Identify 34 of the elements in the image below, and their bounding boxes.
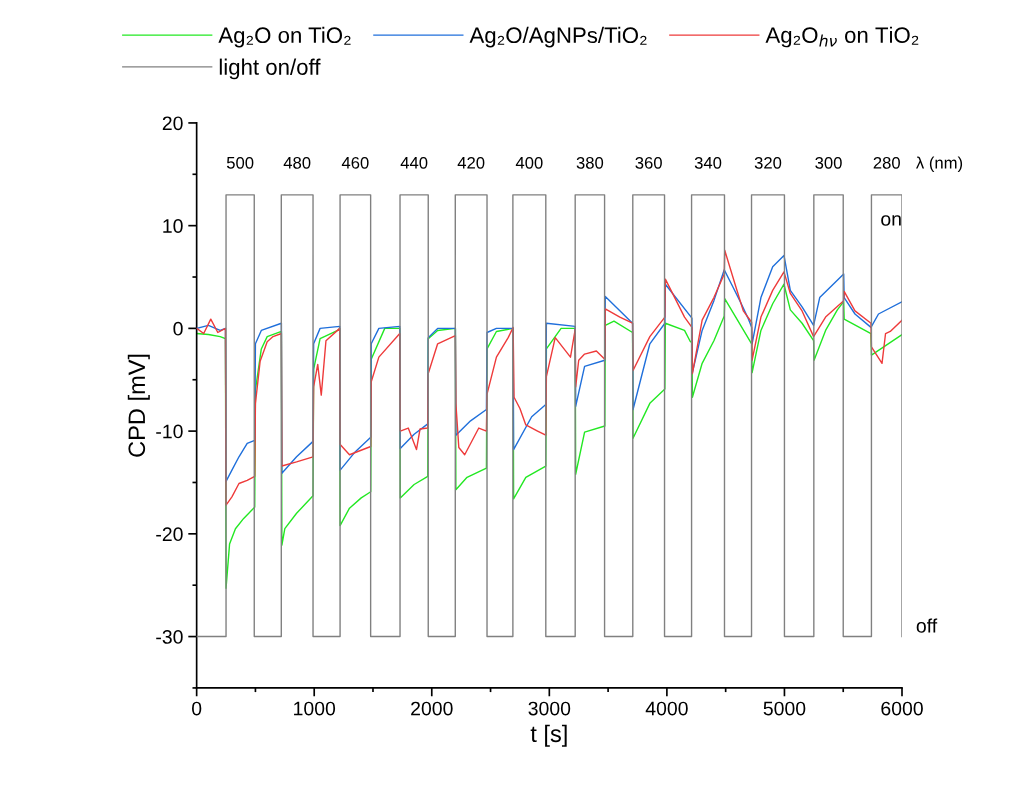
y-tick-label: -30 [156, 630, 183, 644]
x-tick-label: 6000 [881, 701, 923, 716]
x-tick-label: 2000 [411, 701, 453, 716]
annotation: 320 [754, 156, 782, 169]
annotation: 340 [694, 156, 722, 169]
text: off [916, 618, 938, 633]
y-tick-label: -10 [156, 424, 183, 439]
x-tick-label: 5000 [763, 701, 806, 716]
annotation: 500 [226, 156, 254, 169]
annotation: 360 [635, 156, 662, 169]
x-tick-label: 1000 [294, 701, 336, 716]
annotation: 460 [341, 156, 369, 169]
legend-label: Ag₂O$_{hν}$ on TiO₂ [765, 26, 919, 48]
x-tick-label: 0 [192, 701, 202, 716]
legend-label: Ag₂O/AgNPs/TiO₂ [469, 26, 647, 48]
annotation: 380 [576, 156, 604, 169]
annotation: 420 [457, 156, 485, 169]
y-tick-label: -20 [156, 527, 183, 542]
annotation: 280 [873, 156, 900, 169]
legend-label: Ag₂O on TiO₂ [218, 26, 351, 48]
annotation: on [881, 215, 901, 226]
y-tick-label: 10 [163, 219, 183, 233]
annotation: 440 [400, 156, 428, 169]
x-axis-title: t [s] [530, 724, 567, 747]
text: λ (nm) [916, 156, 963, 173]
legend-label: light on/off [219, 58, 321, 80]
annotation: 480 [283, 156, 311, 169]
annotation: 400 [515, 156, 543, 169]
x-tick-label: 3000 [528, 701, 571, 716]
y-tick-label: 20 [162, 116, 183, 131]
y-tick-label: 0 [173, 321, 183, 336]
y-axis-title: CPD [mV] [127, 354, 150, 457]
annotation: 300 [815, 156, 842, 169]
x-tick-label: 4000 [645, 701, 688, 716]
